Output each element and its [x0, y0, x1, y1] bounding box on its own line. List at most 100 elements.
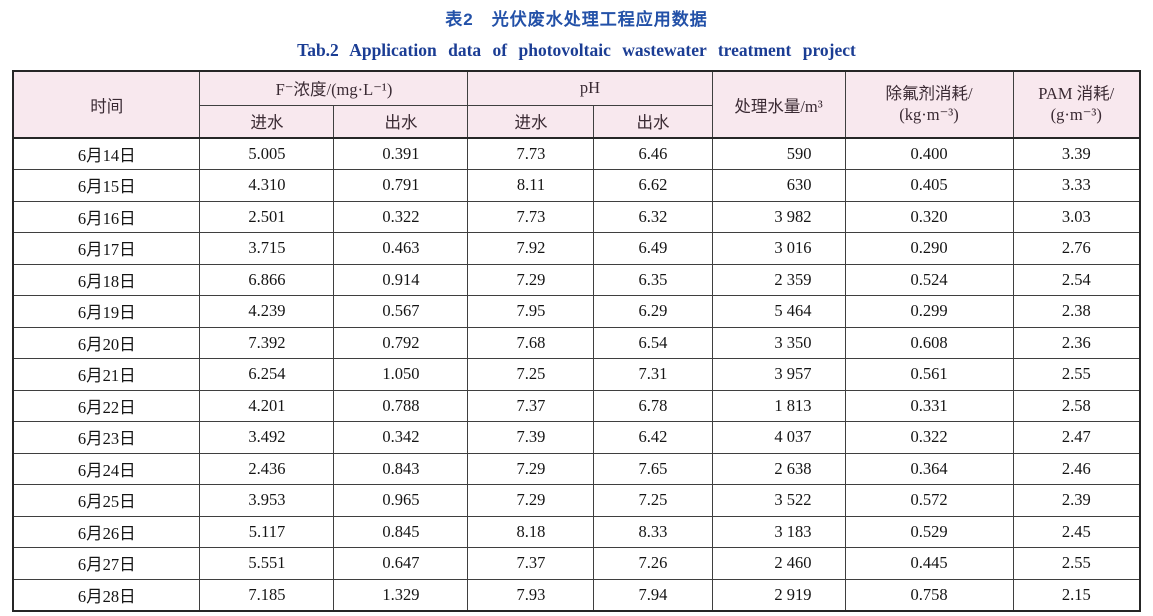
- value-cell: 8.11: [467, 169, 595, 202]
- value-cell: 0.914: [333, 263, 469, 296]
- table-row: 6月15日 4.310 0.791 8.11 6.62 630 0.405 3.33: [12, 169, 1141, 202]
- date-cell: 6月25日: [12, 484, 201, 517]
- date-cell: 6月28日: [12, 578, 201, 611]
- value-cell: 0.647: [333, 547, 469, 580]
- table-caption-zh: 表2 光伏废水处理工程应用数据: [445, 10, 708, 29]
- value-cell: 7.26: [593, 547, 713, 580]
- value-cell: 3.39: [1012, 137, 1141, 170]
- value-cell: 0.299: [844, 295, 1014, 328]
- value-cell: 0.463: [333, 232, 469, 265]
- value-cell: 2.436: [199, 452, 335, 485]
- value-cell: 7.31: [593, 358, 713, 391]
- value-cell: 3 183: [711, 515, 846, 548]
- value-cell: 0.290: [844, 232, 1014, 265]
- value-cell: 4.239: [199, 295, 335, 328]
- table-row: 6月16日 2.501 0.322 7.73 6.32 3 982 0.320 3.03: [12, 200, 1141, 233]
- value-cell: 3 982: [711, 200, 846, 233]
- value-cell: 2 460: [711, 547, 846, 580]
- value-cell: 6.78: [593, 389, 713, 422]
- value-cell: 1 813: [711, 389, 846, 422]
- value-cell: 4 037: [711, 421, 846, 454]
- value-cell: 2.45: [1012, 515, 1141, 548]
- value-cell: 0.524: [844, 263, 1014, 296]
- value-cell: 2.58: [1012, 389, 1141, 422]
- value-cell: 0.843: [333, 452, 469, 485]
- col-header-defluoridant-consumption: 除氟剂消耗/ (kg·m⁻³): [844, 70, 1014, 139]
- value-cell: 5 464: [711, 295, 846, 328]
- value-cell: 0.364: [844, 452, 1014, 485]
- date-cell: 6月21日: [12, 358, 201, 391]
- value-cell: 6.254: [199, 358, 335, 391]
- date-cell: 6月27日: [12, 547, 201, 580]
- value-cell: 5.117: [199, 515, 335, 548]
- value-cell: 3 016: [711, 232, 846, 265]
- value-cell: 7.93: [467, 578, 595, 611]
- value-cell: 7.65: [593, 452, 713, 485]
- value-cell: 0.792: [333, 326, 469, 359]
- value-cell: 6.32: [593, 200, 713, 233]
- value-cell: 0.965: [333, 484, 469, 517]
- value-cell: 3.03: [1012, 200, 1141, 233]
- table-row: 6月28日 7.185 1.329 7.93 7.94 2 919 0.758 2.15: [12, 578, 1141, 611]
- col-header-time: 时间: [12, 70, 201, 139]
- table-caption-en: Tab.2 Application data of photovoltaic w…: [297, 40, 856, 60]
- pam-header-line2: (g·m⁻³): [1050, 104, 1102, 124]
- value-cell: 2.38: [1012, 295, 1141, 328]
- application-data-table: 时间 F⁻浓度/(mg·L⁻¹) pH 处理水量/m³ 除氟剂消耗/ (kg·m…: [11, 70, 1141, 612]
- value-cell: 2.54: [1012, 263, 1141, 296]
- value-cell: 3.715: [199, 232, 335, 265]
- value-cell: 0.445: [844, 547, 1014, 580]
- value-cell: 2.39: [1012, 484, 1141, 517]
- value-cell: 0.529: [844, 515, 1014, 548]
- value-cell: 7.92: [467, 232, 595, 265]
- value-cell: 0.405: [844, 169, 1014, 202]
- value-cell: 2.15: [1012, 578, 1141, 611]
- value-cell: 7.73: [467, 200, 595, 233]
- value-cell: 8.33: [593, 515, 713, 548]
- value-cell: 0.322: [844, 421, 1014, 454]
- value-cell: 2.47: [1012, 421, 1141, 454]
- date-cell: 6月15日: [12, 169, 201, 202]
- value-cell: 7.95: [467, 295, 595, 328]
- col-header-pam-consumption: PAM 消耗/ (g·m⁻³): [1012, 70, 1141, 139]
- value-cell: 0.788: [333, 389, 469, 422]
- table-row: 6月23日 3.492 0.342 7.39 6.42 4 037 0.322 2.47: [12, 421, 1141, 454]
- value-cell: 7.29: [467, 484, 595, 517]
- value-cell: 6.42: [593, 421, 713, 454]
- value-cell: 0.845: [333, 515, 469, 548]
- value-cell: 0.322: [333, 200, 469, 233]
- table-body: 6月14日 5.005 0.391 7.73 6.46 590 0.400 3.39 6月15日…: [12, 137, 1141, 611]
- value-cell: 2.501: [199, 200, 335, 233]
- value-cell: 0.400: [844, 137, 1014, 170]
- value-cell: 1.329: [333, 578, 469, 611]
- date-cell: 6月23日: [12, 421, 201, 454]
- col-header-f-inflow: 进水: [199, 104, 335, 139]
- value-cell: 4.201: [199, 389, 335, 422]
- table-row: 6月26日 5.117 0.845 8.18 8.33 3 183 0.529 2.45: [12, 515, 1141, 548]
- table-row: 6月17日 3.715 0.463 7.92 6.49 3 016 0.290 2.76: [12, 232, 1141, 265]
- value-cell: 2.46: [1012, 452, 1141, 485]
- value-cell: 6.35: [593, 263, 713, 296]
- value-cell: 7.392: [199, 326, 335, 359]
- value-cell: 7.39: [467, 421, 595, 454]
- table-header: 时间 F⁻浓度/(mg·L⁻¹) pH 处理水量/m³ 除氟剂消耗/ (kg·m…: [12, 70, 1141, 139]
- value-cell: 3.33: [1012, 169, 1141, 202]
- value-cell: 0.342: [333, 421, 469, 454]
- table-row: 6月25日 3.953 0.965 7.29 7.25 3 522 0.572 2.39: [12, 484, 1141, 517]
- value-cell: 7.185: [199, 578, 335, 611]
- value-cell: 0.567: [333, 295, 469, 328]
- value-cell: 6.62: [593, 169, 713, 202]
- value-cell: 0.320: [844, 200, 1014, 233]
- value-cell: 630: [711, 169, 846, 202]
- value-cell: 3 522: [711, 484, 846, 517]
- table-row: 6月27日 5.551 0.647 7.37 7.26 2 460 0.445 2.55: [12, 547, 1141, 580]
- value-cell: 0.572: [844, 484, 1014, 517]
- date-cell: 6月14日: [12, 137, 201, 170]
- value-cell: 0.391: [333, 137, 469, 170]
- value-cell: 2 919: [711, 578, 846, 611]
- value-cell: 3.953: [199, 484, 335, 517]
- value-cell: 7.29: [467, 452, 595, 485]
- date-cell: 6月20日: [12, 326, 201, 359]
- table-row: 6月20日 7.392 0.792 7.68 6.54 3 350 0.608 2.36: [12, 326, 1141, 359]
- table-row: 6月22日 4.201 0.788 7.37 6.78 1 813 0.331 2.58: [12, 389, 1141, 422]
